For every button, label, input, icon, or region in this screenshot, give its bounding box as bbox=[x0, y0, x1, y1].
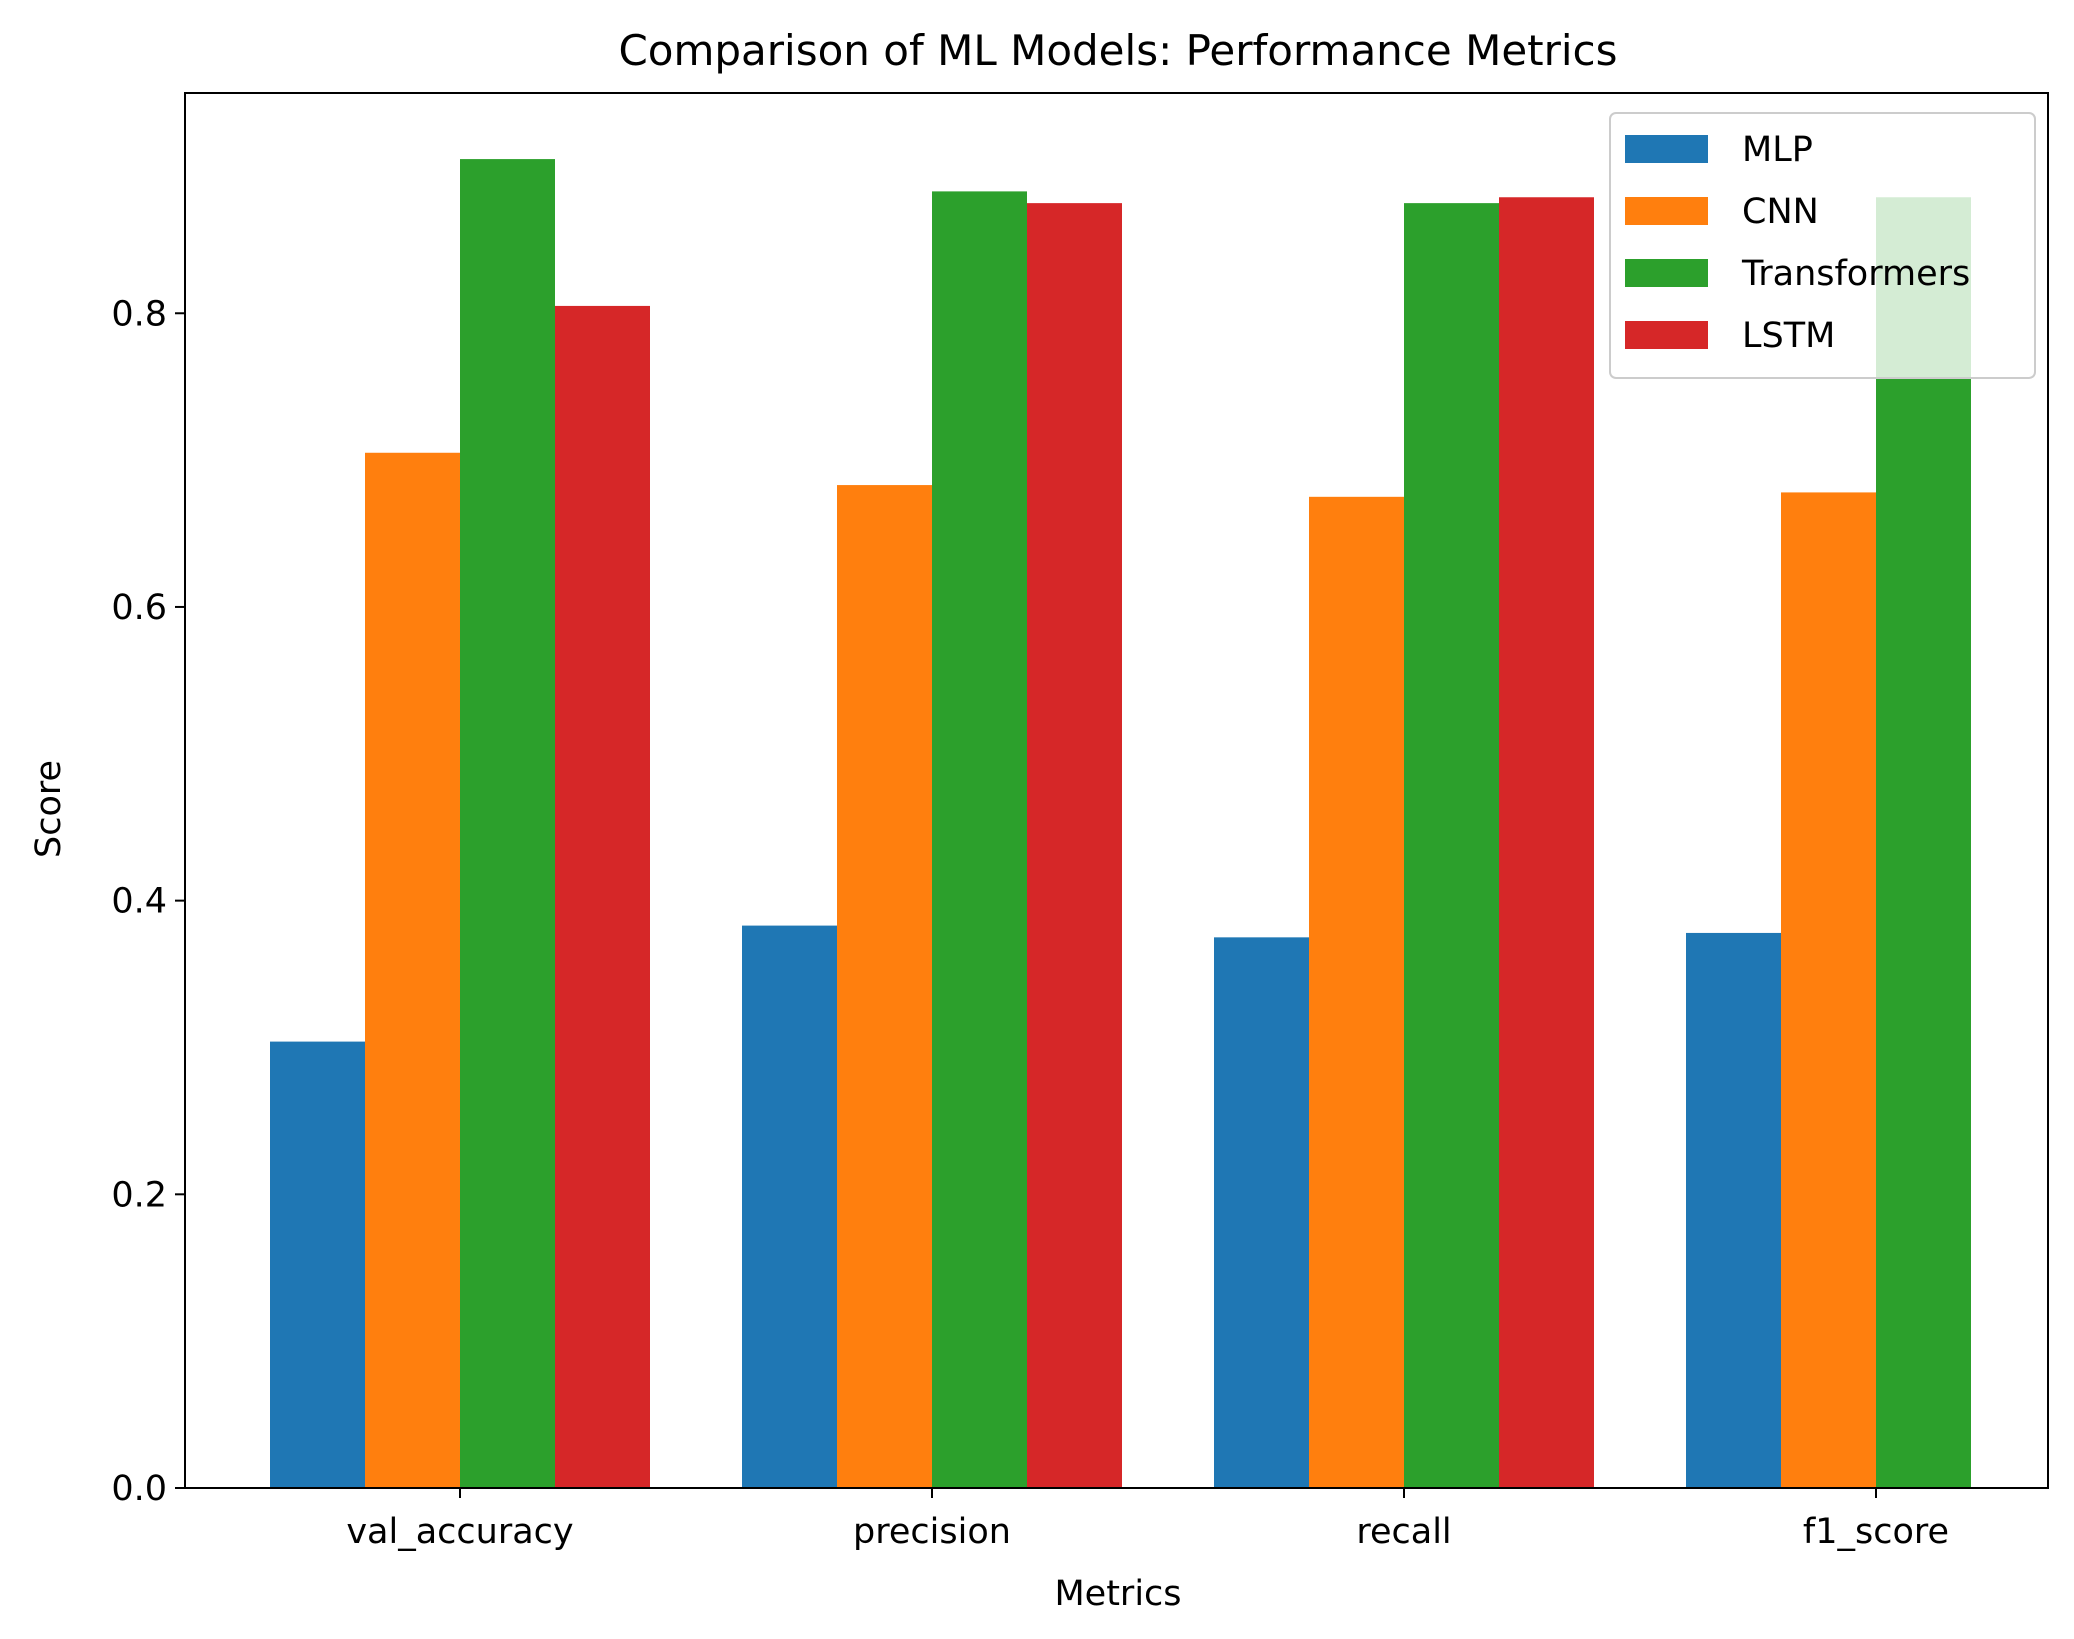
bar-mlp-f1_score bbox=[1686, 932, 1781, 1488]
bar-transformers-precision bbox=[932, 191, 1027, 1488]
bar-lstm-recall bbox=[1499, 197, 1594, 1488]
legend-label-mlp: MLP bbox=[1742, 130, 1813, 170]
y-tick-label: 0.2 bbox=[111, 1175, 167, 1215]
legend-label-lstm: LSTM bbox=[1742, 316, 1835, 356]
x-tick-label: precision bbox=[853, 1512, 1011, 1552]
legend-label-transformers: Transformers bbox=[1741, 254, 1970, 294]
legend-box bbox=[1609, 112, 2036, 379]
bar-cnn-recall bbox=[1309, 496, 1404, 1488]
bar-cnn-precision bbox=[837, 485, 932, 1488]
x-tick-label: val_accuracy bbox=[346, 1512, 573, 1552]
y-axis-label: Score bbox=[29, 760, 69, 858]
y-tick-label: 0.0 bbox=[111, 1469, 167, 1509]
x-tick-label: recall bbox=[1356, 1512, 1451, 1552]
y-tick-label: 0.6 bbox=[111, 588, 167, 628]
y-ticks-group: 0.0 0.2 0.4 0.6 0.8 bbox=[111, 294, 185, 1509]
x-tick-label: f1_score bbox=[1803, 1512, 1949, 1552]
y-tick-label: 0.4 bbox=[111, 882, 167, 922]
bars-group bbox=[270, 159, 1971, 1489]
legend: MLP CNN Transformers LSTM bbox=[1609, 112, 2036, 379]
x-axis-label: Metrics bbox=[1054, 1574, 1181, 1614]
bar-mlp-val_accuracy bbox=[270, 1041, 365, 1488]
x-ticks-group: val_accuracy precision recall f1_score bbox=[346, 1488, 1949, 1552]
chart-title: Comparison of ML Models: Performance Met… bbox=[618, 26, 1617, 75]
bar-transformers-recall bbox=[1404, 203, 1499, 1488]
plot-area-frame bbox=[184, 92, 2049, 1489]
bar-mlp-recall bbox=[1214, 937, 1309, 1488]
legend-swatch-transformers bbox=[1625, 259, 1708, 287]
legend-swatch-mlp bbox=[1625, 135, 1708, 163]
bar-cnn-f1_score bbox=[1781, 492, 1876, 1488]
bar-transformers-val_accuracy bbox=[460, 159, 555, 1488]
legend-swatch-lstm bbox=[1625, 321, 1708, 349]
bar-mlp-precision bbox=[742, 925, 837, 1488]
y-tick-label: 0.8 bbox=[111, 294, 167, 334]
legend-swatch-cnn bbox=[1625, 197, 1708, 225]
bar-transformers-f1_score bbox=[1876, 197, 1971, 1488]
bar-lstm-val_accuracy bbox=[555, 305, 650, 1489]
bar-cnn-val_accuracy bbox=[365, 452, 460, 1488]
legend-label-cnn: CNN bbox=[1742, 192, 1819, 232]
bar-lstm-precision bbox=[1027, 203, 1122, 1488]
